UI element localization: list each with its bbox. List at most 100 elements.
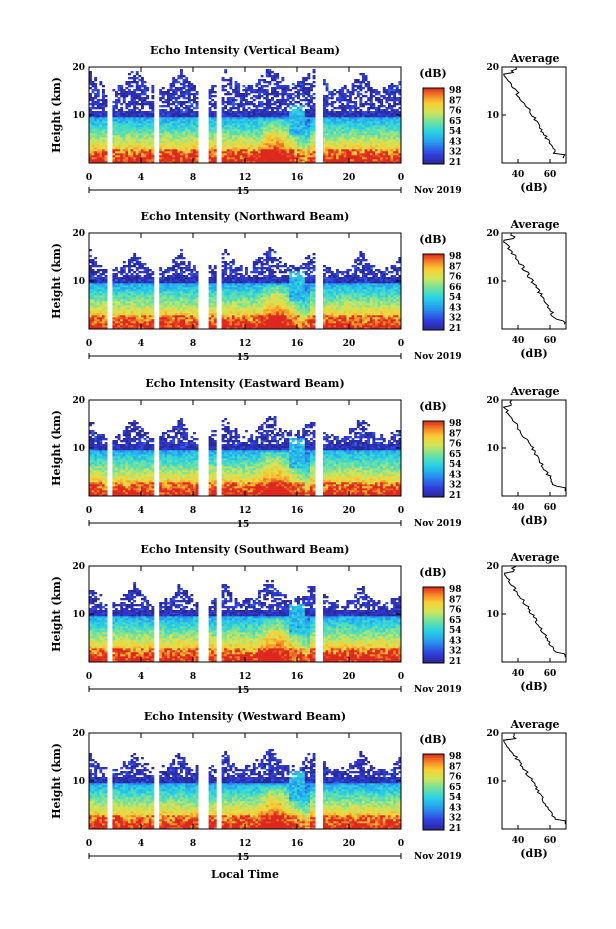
heatmap-cell: [234, 133, 238, 136]
heatmap-cell: [102, 149, 105, 152]
heatmap-cell: [304, 151, 308, 154]
heatmap-cell: [180, 115, 183, 118]
heatmap-cell: [297, 89, 300, 92]
heatmap-cell: [115, 327, 118, 330]
heatmap-cell: [276, 125, 280, 128]
heatmap-cell: [242, 95, 246, 98]
heatmap-cell: [104, 325, 108, 328]
heatmap-cell: [125, 143, 129, 146]
heatmap-cell: [250, 87, 254, 90]
heatmap-cell: [174, 119, 178, 122]
heatmap-cell: [120, 143, 124, 146]
heatmap-cell: [159, 283, 163, 286]
heatmap-cell: [250, 145, 254, 148]
heatmap-cell: [245, 161, 248, 164]
heatmap-cell: [328, 125, 332, 128]
heatmap-cell: [328, 135, 332, 138]
heatmap-cell: [143, 301, 147, 304]
heatmap-cell: [120, 119, 124, 122]
heatmap-cell: [349, 113, 352, 116]
heatmap-cell: [299, 125, 303, 128]
heatmap-cell: [143, 289, 147, 292]
heatmap-cell: [281, 89, 285, 92]
heatmap-cell: [302, 113, 306, 116]
heatmap-cell: [117, 101, 121, 104]
heatmap-cell: [323, 113, 326, 116]
heatmap-cell: [120, 155, 124, 158]
heatmap-cell: [299, 113, 303, 116]
heatmap-cell: [117, 277, 121, 280]
heatmap-cell: [323, 103, 326, 106]
heatmap-cell: [291, 93, 295, 96]
heatmap-cell: [138, 151, 142, 154]
heatmap-cell: [187, 125, 191, 128]
heatmap-cell: [195, 141, 199, 144]
heatmap-cell: [349, 123, 352, 126]
heatmap-cell: [185, 131, 189, 134]
heatmap-cell: [190, 159, 194, 162]
heatmap-cell: [382, 125, 386, 128]
heatmap-cell: [164, 307, 168, 310]
heatmap-cell: [182, 75, 186, 78]
heatmap-cell: [180, 301, 183, 304]
heatmap-cell: [96, 295, 100, 298]
heatmap-cell: [260, 75, 264, 78]
heatmap-cell: [364, 133, 368, 136]
heatmap-cell: [390, 159, 394, 162]
heatmap-cell: [185, 297, 189, 300]
heatmap-cell: [89, 159, 92, 162]
heatmap-cell: [164, 101, 168, 104]
heatmap-cell: [89, 281, 92, 284]
heatmap-cell: [190, 89, 194, 92]
heatmap-cell: [229, 117, 233, 120]
heatmap-cell: [247, 85, 251, 88]
heatmap-cell: [349, 153, 352, 156]
heatmap-cell: [304, 99, 308, 102]
heatmap-cell: [330, 155, 334, 158]
heatmap-cell: [375, 111, 378, 114]
heatmap-cell: [151, 149, 155, 152]
heatmap-cell: [172, 287, 176, 290]
heatmap-cell: [380, 141, 384, 144]
heatmap-cell: [211, 111, 215, 114]
heatmap-cell: [351, 133, 355, 136]
heatmap-cell: [141, 285, 144, 288]
heatmap-cell: [115, 121, 118, 124]
heatmap-cell: [349, 111, 352, 114]
heatmap-cell: [177, 319, 181, 322]
heatmap-cell: [284, 141, 287, 144]
heatmap-cell: [146, 307, 150, 310]
heatmap-cell: [245, 141, 248, 144]
heatmap-cell: [265, 109, 269, 112]
heatmap-cell: [112, 125, 116, 128]
heatmap-cell: [177, 267, 181, 270]
heatmap-cell: [388, 161, 391, 164]
heatmap-cell: [185, 287, 189, 290]
heatmap-cell: [135, 273, 139, 276]
heatmap-cell: [268, 125, 272, 128]
heatmap-cell: [252, 149, 256, 152]
heatmap-cell: [133, 77, 137, 80]
heatmap-cell: [190, 93, 194, 96]
heatmap-cell: [193, 161, 196, 164]
heatmap-cell: [128, 139, 131, 142]
heatmap-cell: [104, 133, 108, 136]
heatmap-cell: [369, 111, 373, 114]
heatmap-cell: [159, 303, 163, 306]
heatmap-cell: [177, 321, 181, 324]
heatmap-cell: [130, 95, 134, 98]
heatmap-cell: [226, 129, 230, 132]
heatmap-cell: [239, 159, 243, 162]
heatmap-cell: [364, 137, 368, 140]
heatmap-cell: [130, 287, 134, 290]
heatmap-cell: [141, 101, 144, 104]
heatmap-cell: [237, 141, 241, 144]
heatmap-cell: [96, 265, 100, 268]
heatmap-cell: [263, 93, 267, 96]
heatmap-cell: [99, 283, 103, 286]
heatmap-cell: [271, 153, 274, 156]
heatmap-cell: [94, 151, 98, 154]
heatmap-cell: [229, 129, 233, 132]
heatmap-cell: [167, 317, 170, 320]
heatmap-cell: [182, 81, 186, 84]
